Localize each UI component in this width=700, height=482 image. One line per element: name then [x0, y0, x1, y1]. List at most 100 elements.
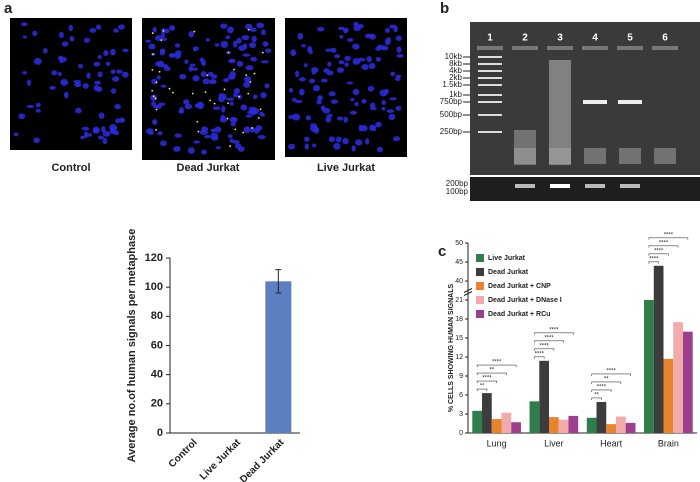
nucleus [113, 28, 119, 33]
nucleus [355, 139, 363, 146]
nucleus [336, 116, 344, 121]
signal [154, 97, 157, 100]
y-tick-label: 6 [459, 392, 463, 399]
y-tick-label: 0 [157, 427, 163, 439]
nucleus [205, 38, 210, 42]
nucleus [384, 28, 390, 34]
nucleus [61, 41, 69, 47]
nucleus [244, 23, 253, 30]
nucleus [353, 21, 359, 27]
bracket [534, 348, 555, 351]
nucleus [344, 62, 349, 67]
legend-label: Dead Jurkat + DNase I [488, 297, 562, 304]
nucleus [233, 88, 241, 94]
significance: **** [492, 360, 502, 366]
nucleus [49, 85, 56, 90]
nucleus [393, 25, 398, 33]
nucleus [82, 83, 89, 89]
nucleus [396, 54, 404, 58]
nucleus [375, 56, 382, 62]
bar [682, 331, 693, 433]
y-tick-label: 120 [145, 252, 163, 264]
nucleus [297, 32, 304, 40]
nucleus [103, 50, 109, 56]
nucleus [81, 126, 90, 131]
nucleus [308, 78, 316, 84]
nucleus [159, 49, 166, 56]
y-tick-label: 21 [455, 297, 463, 304]
nucleus [158, 102, 166, 106]
nucleus [110, 69, 116, 75]
bracket [534, 340, 564, 343]
panel-label: a [4, 0, 13, 17]
well [617, 46, 643, 50]
nucleus [151, 119, 158, 125]
nucleus [247, 110, 254, 115]
nucleus [347, 38, 354, 42]
nucleus [342, 137, 349, 145]
nucleus [174, 52, 182, 59]
well [652, 46, 678, 50]
nucleus [312, 84, 320, 92]
nucleus [215, 146, 221, 150]
lane-label: 1 [487, 33, 493, 44]
signal [253, 72, 256, 75]
nucleus [357, 24, 365, 29]
bar [265, 281, 292, 433]
nucleus [330, 47, 337, 53]
signal [213, 102, 216, 105]
x-tick-label: Control [167, 437, 200, 470]
nucleus [290, 49, 297, 57]
nucleus [93, 61, 101, 67]
nucleus [163, 28, 170, 34]
bar [625, 422, 636, 433]
nucleus [349, 110, 357, 115]
nucleus [59, 31, 64, 39]
signal [242, 131, 245, 134]
nucleus [189, 63, 196, 67]
signal [251, 127, 254, 129]
significance: ** [480, 384, 485, 390]
nucleus [214, 126, 222, 133]
legend-label: Live Jurkat [488, 255, 526, 262]
signal [191, 92, 194, 95]
nucleus [73, 80, 82, 84]
bracket [534, 332, 574, 335]
nucleus [110, 88, 117, 94]
ladder-label: 8kb [449, 59, 462, 68]
nucleus [303, 63, 308, 68]
nucleus [390, 71, 396, 77]
ladder-label: 500bp [440, 110, 463, 119]
nucleus [323, 68, 330, 74]
nucleus [322, 107, 331, 114]
nucleus [354, 101, 359, 107]
signal [151, 89, 154, 92]
nucleus [27, 79, 32, 87]
lane-label: 3 [557, 33, 563, 44]
nucleus [210, 132, 219, 140]
nucleus [148, 43, 156, 50]
nucleus [109, 123, 118, 131]
nucleus [13, 132, 19, 137]
nucleus [251, 35, 257, 43]
nucleus [358, 124, 363, 132]
band [620, 184, 640, 188]
well [477, 46, 503, 50]
nucleus [307, 45, 313, 53]
bar [653, 265, 664, 433]
ladder-band [478, 77, 502, 79]
nucleus [170, 25, 175, 31]
nucleus [77, 63, 84, 69]
nucleus [252, 107, 260, 115]
nucleus [294, 70, 300, 78]
bar [501, 412, 512, 433]
nucleus [220, 40, 229, 48]
y-tick-label: 50 [455, 240, 463, 247]
ladder-label: 250bp [440, 127, 463, 136]
nucleus [57, 72, 62, 76]
nucleus [334, 54, 341, 59]
nucleus [328, 91, 336, 97]
nucleus [262, 41, 269, 47]
nucleus [259, 111, 264, 117]
nucleus [204, 134, 211, 139]
